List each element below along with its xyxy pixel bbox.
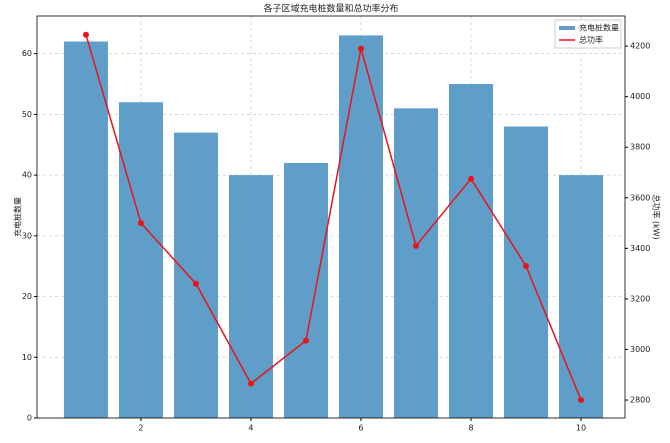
y2-tick-label: 3000 xyxy=(630,345,650,354)
legend-label: 总功率 xyxy=(579,35,603,45)
y2-tick-label: 4200 xyxy=(630,42,650,51)
point xyxy=(357,45,364,52)
y2-tick-label: 3200 xyxy=(630,294,650,303)
bar xyxy=(393,108,438,418)
bar xyxy=(228,175,273,418)
legend xyxy=(554,19,622,49)
y-tick-label: 20 xyxy=(22,292,32,301)
bar xyxy=(503,126,548,418)
y-tick-label: 10 xyxy=(22,353,32,362)
bar xyxy=(558,175,603,418)
x-tick-label: 8 xyxy=(468,424,473,433)
y2-tick-label: 3600 xyxy=(630,193,650,202)
y2-tick-label: 3400 xyxy=(630,244,650,253)
chart-title: 各子区域充电桩数量和总功率分布 xyxy=(263,3,398,15)
y-axis-label: 充电桩数量 xyxy=(13,197,23,237)
y-tick-label: 50 xyxy=(22,110,32,119)
bar xyxy=(173,132,218,418)
plot-frame xyxy=(36,15,626,419)
point xyxy=(192,280,199,287)
y2-axis-label: 总功率 (kW) xyxy=(652,194,662,239)
y-tick-label: 60 xyxy=(22,49,32,58)
point xyxy=(577,397,584,404)
legend-label: 充电桩数量 xyxy=(579,23,619,33)
point xyxy=(82,31,89,38)
y2-tick-label: 4000 xyxy=(630,92,650,101)
point xyxy=(412,242,419,249)
bar xyxy=(283,162,328,418)
y-tick-label: 40 xyxy=(22,171,32,180)
point xyxy=(522,263,529,270)
point xyxy=(302,337,309,344)
x-tick-label: 4 xyxy=(248,424,253,433)
y-tick-label: 30 xyxy=(22,231,32,240)
bar xyxy=(338,35,383,418)
y-tick-label: 0 xyxy=(27,414,32,423)
bar xyxy=(118,102,163,418)
y2-tick-label: 3800 xyxy=(630,143,650,152)
x-tick-label: 10 xyxy=(576,424,586,433)
x-tick-label: 2 xyxy=(138,424,143,433)
point xyxy=(247,380,254,387)
bar xyxy=(448,84,493,418)
y2-tick-label: 2800 xyxy=(630,396,650,405)
line xyxy=(85,34,582,401)
point xyxy=(467,175,474,182)
bar xyxy=(63,41,108,419)
x-tick-label: 6 xyxy=(358,424,363,433)
point xyxy=(137,220,144,227)
